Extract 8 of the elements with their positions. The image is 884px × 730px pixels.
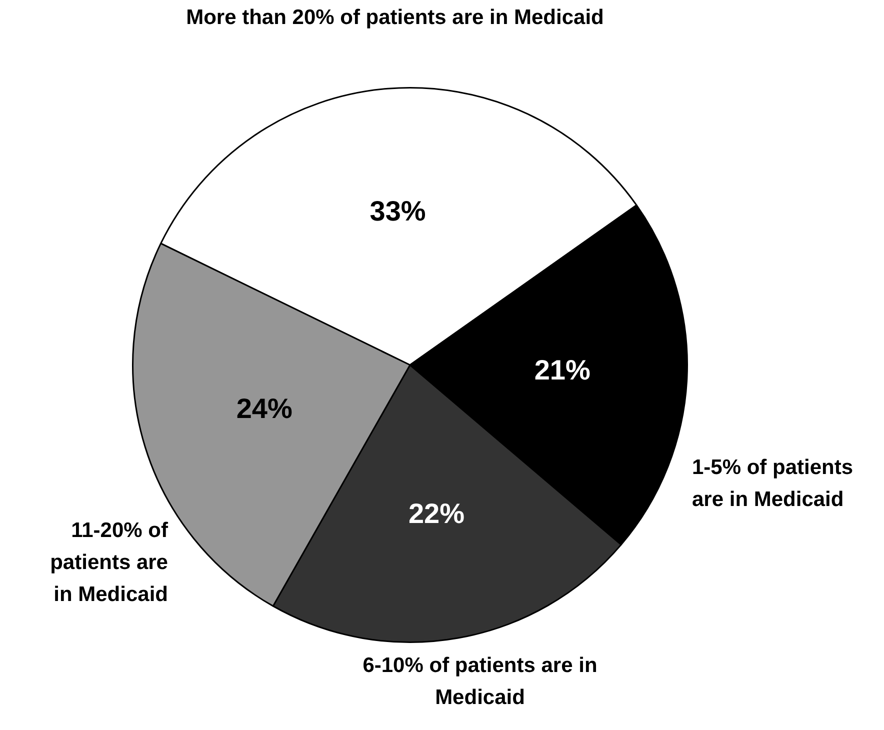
data-label: 21%	[534, 354, 590, 386]
data-label: 24%	[236, 392, 292, 424]
slice-label: 6-10% of patients are in Medicaid	[362, 653, 598, 711]
data-label: 33%	[370, 196, 426, 227]
data-label: 22%	[408, 498, 465, 529]
slice-label: 11-20% of patients are in Medicaid	[49, 518, 168, 608]
slice-label: 1-5% of patients are in Medicaid	[692, 455, 854, 513]
slice-label: More than 20% of patients are in Medicaid	[185, 5, 605, 31]
